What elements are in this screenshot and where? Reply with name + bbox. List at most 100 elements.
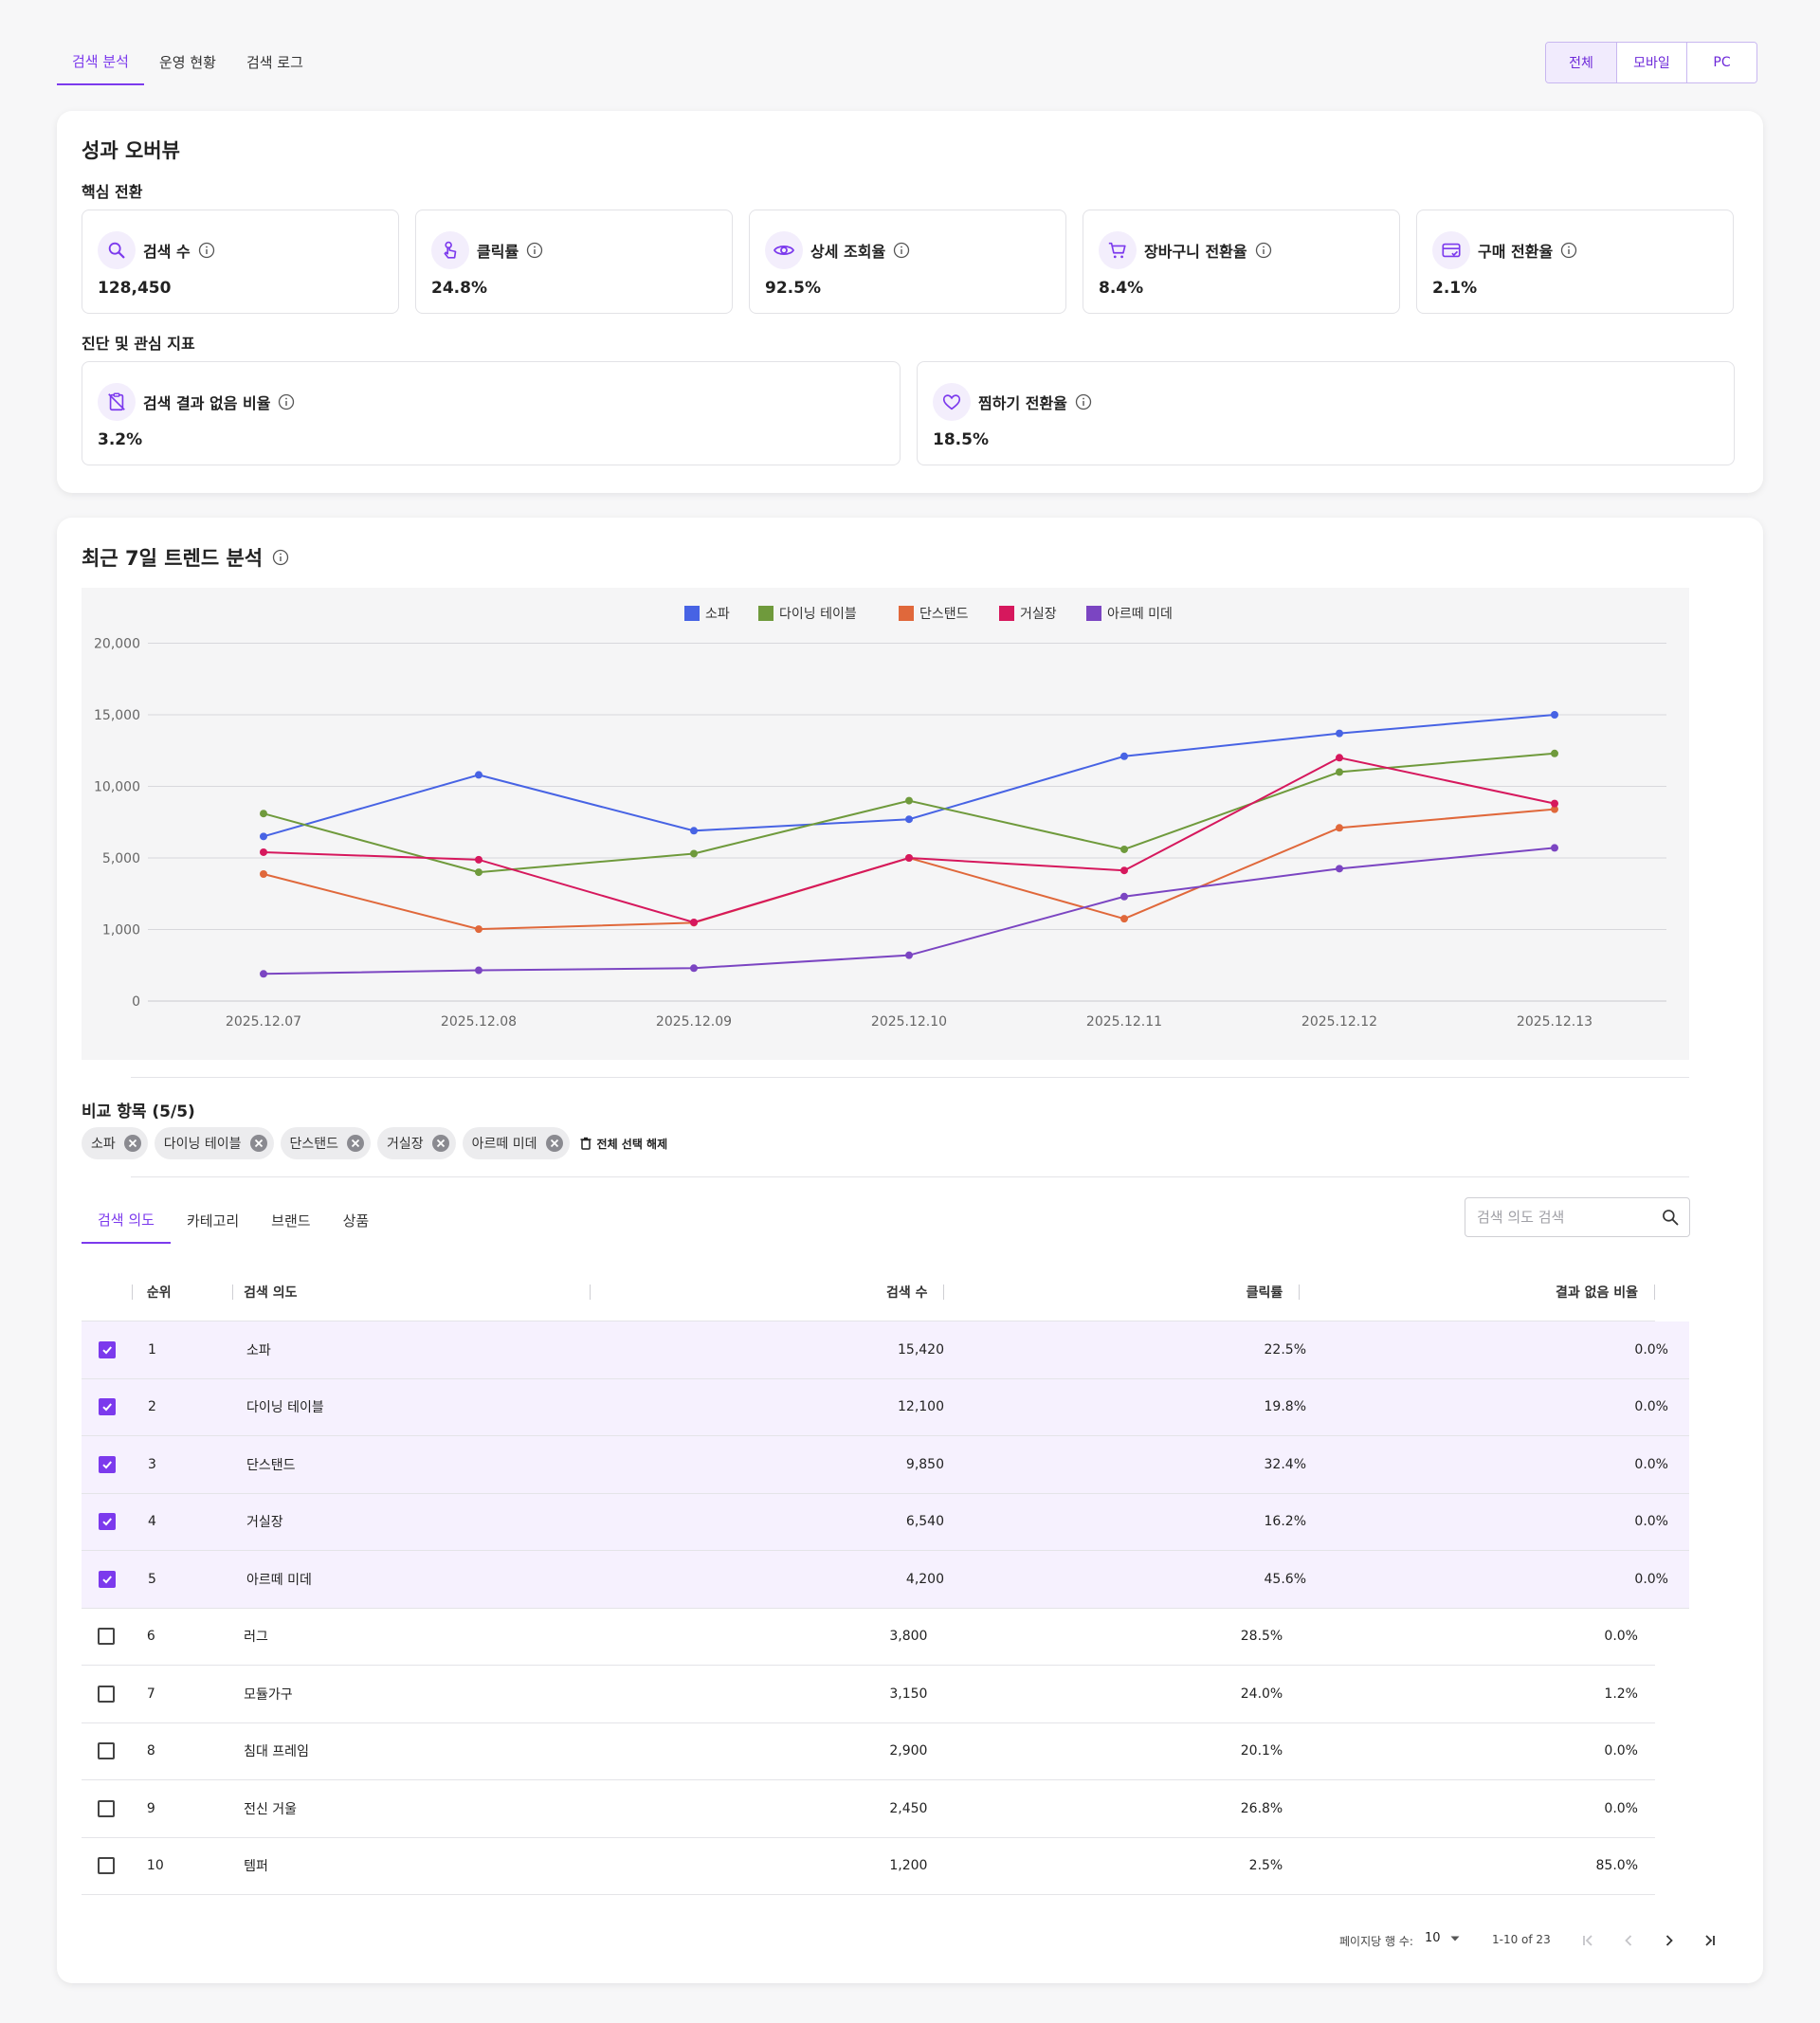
row-checkbox[interactable] bbox=[98, 1742, 116, 1760]
rows-per-page-value: 10 bbox=[1425, 1931, 1441, 1945]
row-checkbox[interactable] bbox=[99, 1398, 116, 1416]
search-icon bbox=[98, 231, 136, 269]
data-point bbox=[475, 925, 482, 934]
table-row[interactable]: 7 모듈가구 3,150 24.0% 1.2% bbox=[82, 1666, 1655, 1723]
tab-operations[interactable]: 운영 현황 bbox=[158, 53, 216, 71]
table-row[interactable]: 6 러그 3,800 28.5% 0.0% bbox=[82, 1609, 1655, 1666]
metric-card-ctr: 클릭률 24.8% bbox=[415, 210, 733, 314]
row-checkbox[interactable] bbox=[99, 1340, 116, 1358]
tab-product[interactable]: 상품 bbox=[342, 1212, 370, 1230]
table-row[interactable]: 8 침대 프레임 2,900 20.1% 0.0% bbox=[82, 1723, 1655, 1780]
info-icon[interactable] bbox=[1560, 242, 1577, 259]
row-select-cell bbox=[82, 1685, 132, 1703]
searches-cell: 1,200 bbox=[889, 1858, 928, 1874]
tab-brand[interactable]: 브랜드 bbox=[271, 1212, 311, 1230]
legend-label: 다이닝 테이블 bbox=[779, 607, 857, 622]
rank-cell: 1 bbox=[148, 1341, 156, 1358]
column-header-intent[interactable]: 검색 의도 bbox=[232, 1283, 590, 1302]
table-row[interactable]: 5 아르떼 미데 4,200 45.6% 0.0% bbox=[82, 1551, 1689, 1609]
info-icon[interactable] bbox=[198, 242, 215, 259]
info-icon[interactable] bbox=[272, 549, 289, 566]
data-point bbox=[1336, 865, 1343, 873]
top-tabs: 검색 분석 운영 현황 검색 로그 bbox=[57, 38, 318, 85]
clear-all-button[interactable]: 전체 선택 해제 bbox=[580, 1136, 667, 1152]
row-select-cell bbox=[82, 1340, 133, 1358]
series-line bbox=[263, 808, 1556, 931]
row-checkbox[interactable] bbox=[99, 1455, 116, 1473]
x-tick-label: 2025.12.10 bbox=[871, 1014, 947, 1030]
tab-category[interactable]: 카테고리 bbox=[186, 1212, 240, 1230]
divider bbox=[131, 1176, 1689, 1177]
row-checkbox[interactable] bbox=[99, 1570, 116, 1588]
row-select-cell bbox=[82, 1570, 133, 1588]
column-header-no-result[interactable]: 결과 없음 비율 bbox=[1300, 1283, 1655, 1302]
searches-cell: 2,900 bbox=[889, 1743, 928, 1759]
remove-chip-icon[interactable] bbox=[123, 1134, 142, 1153]
intent-search-input[interactable] bbox=[1477, 1209, 1661, 1226]
info-icon[interactable] bbox=[893, 242, 910, 259]
overview-card: 성과 오버뷰 핵심 전환 검색 수 128,450 클릭률 24.8% 상세 조… bbox=[57, 111, 1763, 493]
table-row[interactable]: 3 단스탠드 9,850 32.4% 0.0% bbox=[82, 1436, 1689, 1494]
y-tick-label: 20,000 bbox=[94, 637, 140, 652]
row-select-cell bbox=[82, 1398, 133, 1416]
search-icon[interactable] bbox=[1661, 1208, 1680, 1227]
row-checkbox[interactable] bbox=[98, 1628, 116, 1646]
x-tick-label: 2025.12.13 bbox=[1517, 1014, 1592, 1030]
data-point bbox=[690, 964, 698, 973]
row-checkbox[interactable] bbox=[98, 1857, 116, 1875]
metric-label: 상세 조회율 bbox=[810, 243, 886, 261]
intent-cell: 러그 bbox=[244, 1630, 268, 1646]
ctr-cell: 26.8% bbox=[1240, 1800, 1283, 1816]
data-point bbox=[260, 970, 267, 978]
remove-chip-icon[interactable] bbox=[346, 1134, 365, 1153]
metric-card-detail-view: 상세 조회율 92.5% bbox=[749, 210, 1066, 314]
row-checkbox[interactable] bbox=[98, 1685, 116, 1703]
column-header-ctr[interactable]: 클릭률 bbox=[944, 1283, 1301, 1302]
caret-down-icon bbox=[1450, 1936, 1460, 1941]
table-row[interactable]: 2 다이닝 테이블 12,100 19.8% 0.0% bbox=[82, 1378, 1689, 1436]
metric-value: 92.5% bbox=[765, 279, 821, 298]
info-icon[interactable] bbox=[1075, 393, 1092, 410]
table-row[interactable]: 9 전신 거울 2,450 26.8% 0.0% bbox=[82, 1780, 1655, 1838]
rank-cell: 4 bbox=[148, 1514, 156, 1530]
device-all-button[interactable]: 전체 bbox=[1546, 43, 1616, 82]
table-row[interactable]: 10 템퍼 1,200 2.5% 85.0% bbox=[82, 1838, 1655, 1895]
tab-search-log[interactable]: 검색 로그 bbox=[246, 53, 303, 71]
ctr-cell: 45.6% bbox=[1264, 1571, 1306, 1587]
device-mobile-button[interactable]: 모바일 bbox=[1616, 43, 1686, 82]
table-row[interactable]: 4 거실장 6,540 16.2% 0.0% bbox=[82, 1493, 1689, 1551]
column-header-searches[interactable]: 검색 수 bbox=[589, 1283, 945, 1302]
remove-chip-icon[interactable] bbox=[545, 1134, 564, 1153]
device-pc-button[interactable]: PC bbox=[1686, 43, 1756, 82]
first-page-icon[interactable] bbox=[1574, 1927, 1601, 1954]
metric-card-wishlist: 찜하기 전환율 18.5% bbox=[917, 361, 1735, 465]
legend-label: 거실장 bbox=[1020, 607, 1057, 622]
trend-chart: 0 1,000 5,000 10,000 15,000 20,000 2025.12.07 2… bbox=[82, 588, 1689, 1060]
next-page-icon[interactable] bbox=[1656, 1927, 1683, 1954]
ctr-cell: 2.5% bbox=[1248, 1858, 1283, 1874]
searches-cell: 3,800 bbox=[889, 1629, 928, 1645]
row-checkbox[interactable] bbox=[98, 1799, 116, 1817]
prev-page-icon[interactable] bbox=[1615, 1927, 1642, 1954]
tab-search-intent[interactable]: 검색 의도 bbox=[82, 1196, 171, 1244]
last-page-icon[interactable] bbox=[1697, 1927, 1723, 1954]
remove-chip-icon[interactable] bbox=[249, 1134, 268, 1153]
tab-search-analysis[interactable]: 검색 분석 bbox=[57, 38, 144, 85]
row-select-cell bbox=[82, 1628, 132, 1646]
data-point bbox=[905, 796, 913, 805]
rows-per-page-select[interactable]: 10 bbox=[1425, 1931, 1462, 1945]
table-row[interactable]: 1 소파 15,420 22.5% 0.0% bbox=[82, 1321, 1689, 1379]
data-point bbox=[475, 966, 482, 975]
remove-chip-icon[interactable] bbox=[431, 1134, 450, 1153]
row-checkbox[interactable] bbox=[99, 1513, 116, 1531]
info-icon[interactable] bbox=[526, 242, 543, 259]
compare-chip: 거실장 bbox=[377, 1127, 456, 1159]
rank-cell: 7 bbox=[146, 1686, 155, 1702]
info-icon[interactable] bbox=[278, 393, 295, 410]
info-icon[interactable] bbox=[1255, 242, 1272, 259]
row-select-cell bbox=[82, 1799, 132, 1817]
y-tick-label: 5,000 bbox=[102, 851, 140, 866]
rank-cell: 10 bbox=[146, 1858, 164, 1874]
no-result-icon bbox=[98, 383, 136, 421]
column-header-rank[interactable]: 순위 bbox=[131, 1283, 232, 1302]
